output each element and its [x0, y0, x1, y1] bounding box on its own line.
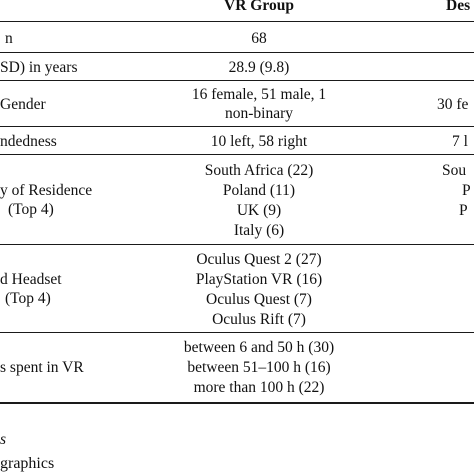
footnote-line2: graphics: [0, 455, 55, 472]
row-label-hours-vr: s spent in VR: [0, 359, 84, 376]
desktop-cell-residence-3: P: [459, 202, 468, 219]
row-label-headset-top4: (Top 4): [5, 290, 51, 307]
desktop-cell-residence-1: Sou: [442, 162, 467, 179]
vr-cell-headset-4: Oculus Rift (7): [212, 311, 306, 328]
vr-cell-residence-1: South Africa (22): [204, 162, 314, 179]
vr-cell-hours-3: more than 100 h (22): [193, 379, 325, 396]
column-header-desktop-group: Des: [446, 0, 471, 14]
vr-cell-n: 68: [251, 30, 267, 47]
row-divider: [0, 244, 474, 245]
row-divider: [0, 332, 474, 333]
row-divider: [0, 52, 474, 53]
row-label-gender: Gender: [0, 96, 46, 113]
vr-cell-headset-2: PlayStation VR (16): [195, 271, 323, 288]
vr-cell-hours-2: between 51–100 h (16): [187, 359, 331, 376]
row-divider: [0, 154, 474, 155]
row-divider: [0, 80, 474, 81]
vr-cell-residence-2: Poland (11): [222, 182, 296, 199]
footnote-line1: s: [0, 431, 7, 448]
vr-cell-headset-1: Oculus Quest 2 (27): [196, 251, 322, 268]
row-label-handedness: ndedness: [0, 133, 57, 150]
vr-cell-residence-3: UK (9): [236, 202, 282, 219]
row-label-n: n: [5, 30, 13, 47]
row-label-residence: y of Residence: [0, 182, 93, 199]
column-header-vr-group: VR Group: [224, 0, 294, 14]
vr-cell-headset-3: Oculus Quest (7): [206, 291, 312, 308]
row-label-headset: d Headset: [0, 271, 62, 288]
vr-cell-age: 28.9 (9.8): [228, 59, 290, 76]
vr-cell-gender-line1: 16 female, 51 male, 1: [191, 86, 327, 103]
table-bottom-rule: [0, 402, 474, 404]
vr-cell-handedness: 10 left, 58 right: [210, 133, 308, 150]
row-label-age: SD) in years: [0, 59, 78, 76]
row-label-residence-top4: (Top 4): [8, 201, 54, 218]
row-divider: [0, 126, 474, 127]
vr-cell-gender-line2: non-binary: [224, 105, 294, 122]
vr-cell-hours-1: between 6 and 50 h (30): [183, 339, 335, 356]
vr-cell-residence-4: Italy (6): [233, 222, 285, 239]
header-rule: [0, 21, 474, 22]
desktop-cell-residence-2: P: [462, 182, 471, 199]
desktop-cell-gender: 30 fe: [437, 96, 469, 113]
desktop-cell-handedness: 7 l: [452, 133, 468, 150]
